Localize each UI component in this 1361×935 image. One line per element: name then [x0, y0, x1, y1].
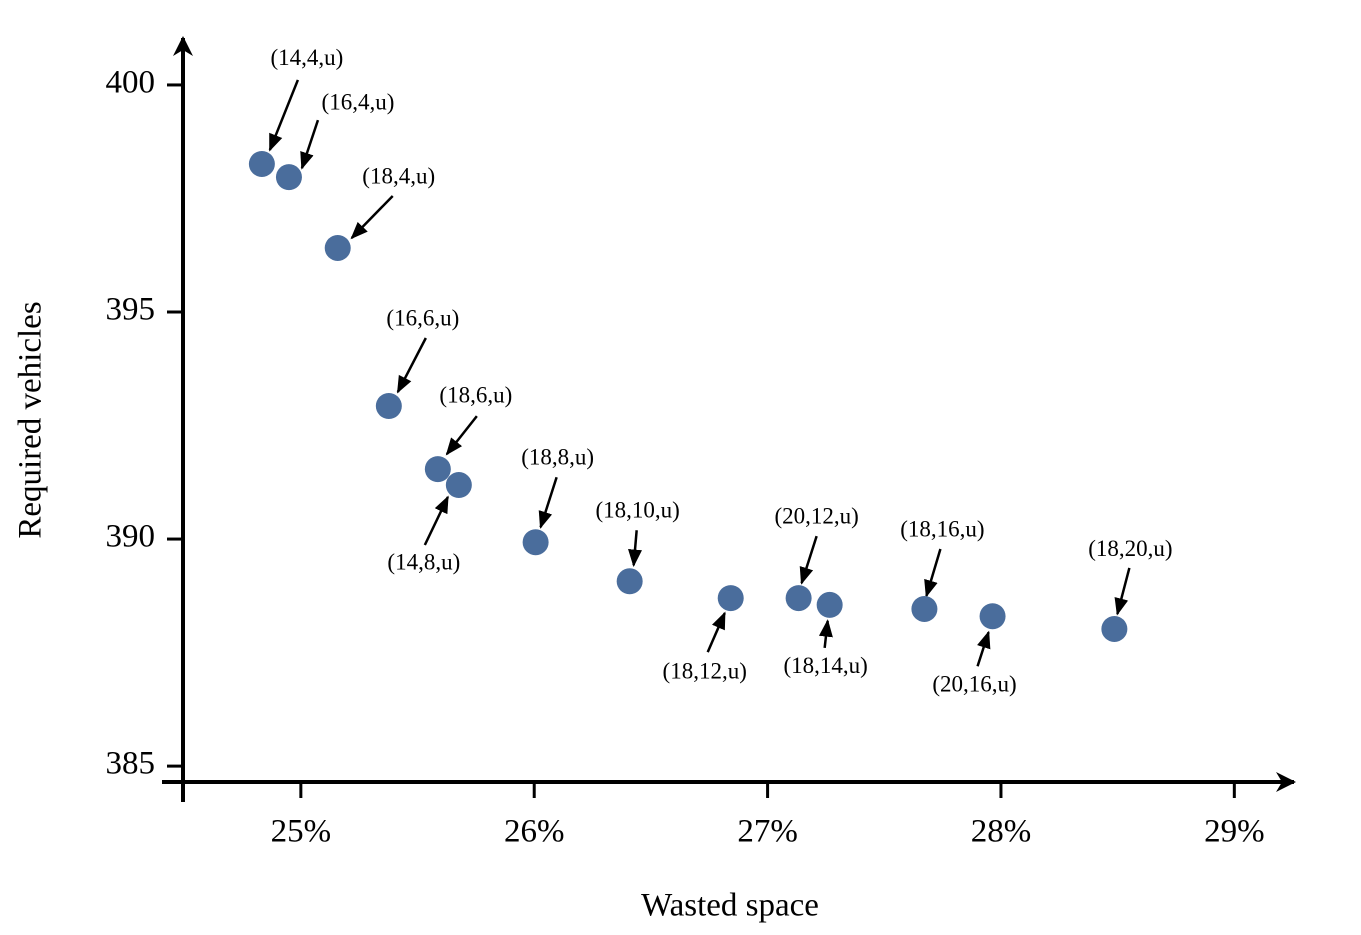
point-label: (18,8,u) — [521, 445, 594, 470]
point — [816, 591, 843, 618]
point-label: (18,12,u) — [663, 658, 747, 683]
point — [445, 472, 472, 499]
point-label: (14,8,u) — [387, 549, 460, 574]
x-tick-label: 27% — [737, 814, 798, 850]
annotation-arrow — [445, 415, 478, 456]
annotation-arrow — [300, 119, 320, 170]
annotation-arrow — [423, 495, 449, 546]
y-tick-label: 400 — [106, 65, 156, 101]
point — [375, 393, 402, 420]
x-axis-label: Wasted space — [641, 888, 819, 924]
point-label: (18,20,u) — [1088, 536, 1172, 561]
point — [911, 595, 938, 622]
point — [424, 456, 451, 483]
x-tick-label: 25% — [271, 814, 332, 850]
point — [275, 164, 302, 191]
point-label: (18,10,u) — [596, 498, 680, 523]
annotation-arrow — [976, 630, 991, 667]
y-axis-label: Required vehicles — [13, 301, 49, 538]
annotation-arrow — [396, 337, 427, 394]
annotation-arrow — [706, 611, 726, 653]
point-label: (16,4,u) — [322, 89, 395, 114]
point-label: (20,12,u) — [774, 503, 858, 528]
annotation-arrow — [924, 548, 942, 598]
point — [324, 234, 351, 261]
point-label: (18,6,u) — [439, 382, 512, 407]
annotation-arrow — [268, 79, 300, 152]
annotation-arrow — [628, 530, 642, 568]
point — [522, 529, 549, 556]
point-label: (18,16,u) — [900, 516, 984, 541]
annotation-arrow — [799, 535, 818, 585]
y-tick-label: 385 — [106, 746, 156, 782]
point-label: (18,14,u) — [783, 653, 867, 678]
annotation-arrow — [350, 195, 394, 240]
point — [1101, 615, 1128, 642]
point-label: (20,16,u) — [932, 672, 1016, 697]
y-tick-label: 390 — [106, 519, 156, 555]
point — [979, 603, 1006, 630]
point — [717, 585, 744, 612]
annotation-arrow — [818, 619, 833, 649]
y-tick-label: 395 — [106, 292, 156, 328]
point-label: (14,4,u) — [270, 45, 343, 70]
annotation-arrow — [538, 476, 558, 529]
point — [616, 568, 643, 595]
annotation-arrow — [1114, 567, 1131, 616]
x-tick-label: 26% — [504, 814, 565, 850]
point — [248, 150, 275, 177]
x-tick-label: 28% — [971, 814, 1032, 850]
point-label: (18,4,u) — [362, 163, 435, 188]
point — [785, 585, 812, 612]
x-tick-label: 29% — [1204, 814, 1265, 850]
point-label: (16,6,u) — [386, 305, 459, 330]
